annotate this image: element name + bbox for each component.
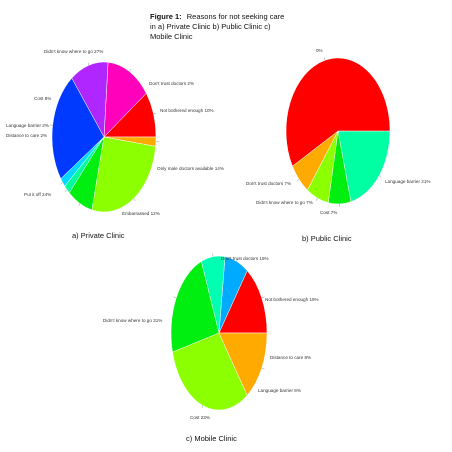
pie-slice-label: Don't trust doctors 7% [246, 181, 291, 186]
pie-slice-label: 0% [316, 48, 323, 53]
pie-slice-label: Didn't know where to go 7% [256, 200, 313, 205]
pie-chart-private-clinic: Not bothered enough 10% Only male doctors… [6, 49, 224, 240]
figure-caption-line2: in a) Private Clinic b) Public Clinic c) [150, 22, 271, 31]
figure-caption-label: Figure 1: [150, 12, 182, 21]
pie-slice-only-male-doctors-available-14 [103, 61, 147, 138]
pie-slice-label: Language barrier 21% [385, 179, 430, 184]
pie-leader-tick [133, 198, 136, 202]
pie-slice-label: Cost 23% [190, 415, 210, 420]
pie-leader-tick [60, 182, 63, 185]
pie-slice-cost-23 [170, 261, 220, 353]
pie-slice-label: Cost 8% [34, 96, 51, 101]
pie-leader-tick [153, 112, 157, 115]
pie-leader-tick [129, 68, 132, 72]
pie-leader-tick [315, 197, 318, 201]
pie-leader-tick [64, 189, 68, 192]
pie-chart-title: a) Private Clinic [72, 231, 125, 240]
pie-slice-not-bothered-enough-15 [218, 270, 268, 334]
pie-slice-label: Don't trust doctors 15% [221, 256, 269, 261]
figure-caption-line3: Mobile Clinic [150, 32, 193, 41]
pie-leader-tick [378, 175, 382, 178]
pie-leader-tick [236, 258, 238, 262]
pie-leader-tick [173, 296, 177, 299]
pie-leader-tick [78, 203, 81, 207]
pie-slice-label: Didn't know where to go 31% [103, 318, 162, 323]
pie-slice-label: Language barrier 2% [6, 123, 49, 128]
pie-chart-public-clinic: Language barrier 21% Cost 7% Didn't know w… [246, 48, 430, 243]
pie-slice-label: Distance to care 8% [270, 355, 311, 360]
pie-slice-label: Not bothered enough 10% [160, 108, 214, 113]
svg-text:Figure 1: Reasons for not: Figure 1: Reasons for not seeking care [150, 12, 284, 21]
pie-slice-didn-t-know-where-to-go-31 [172, 332, 248, 411]
pie-slice-0 [285, 57, 391, 167]
pie-slice-label: Put it off 24% [24, 192, 51, 197]
pie-leader-tick [87, 62, 90, 66]
pie-chart-title: b) Public Clinic [302, 234, 352, 243]
pie-slice-label: Only male doctors available 14% [157, 166, 224, 171]
pie-slice-label: Cost 7% [320, 210, 337, 215]
pie-slice-label: Not bothered enough 15% [265, 297, 319, 302]
pie-leader-tick [201, 405, 203, 409]
pie-leader-tick [261, 296, 265, 299]
figure-caption-line1: Reasons for not seeking care [187, 12, 285, 21]
pie-slice-label: Don't trust doctors 2% [149, 81, 194, 86]
pie-slice-label: Language barrier 8% [258, 388, 301, 393]
pie-leader-tick [324, 57, 326, 61]
pie-slice-label: Didn't know where to go 27% [44, 49, 103, 54]
pie-slice-label: Embarrassed 12% [122, 211, 160, 216]
pie-slice-label: Distance to care 2% [6, 133, 47, 138]
pie-chart-mobile-clinic: Not bothered enough 15% Distance to care … [103, 253, 319, 443]
pie-leader-tick [296, 179, 300, 182]
pie-slice-don-t-trust-doctors-15 [218, 332, 268, 396]
pie-chart-title: c) Mobile Clinic [186, 434, 237, 443]
pie-leader-tick [261, 367, 265, 370]
